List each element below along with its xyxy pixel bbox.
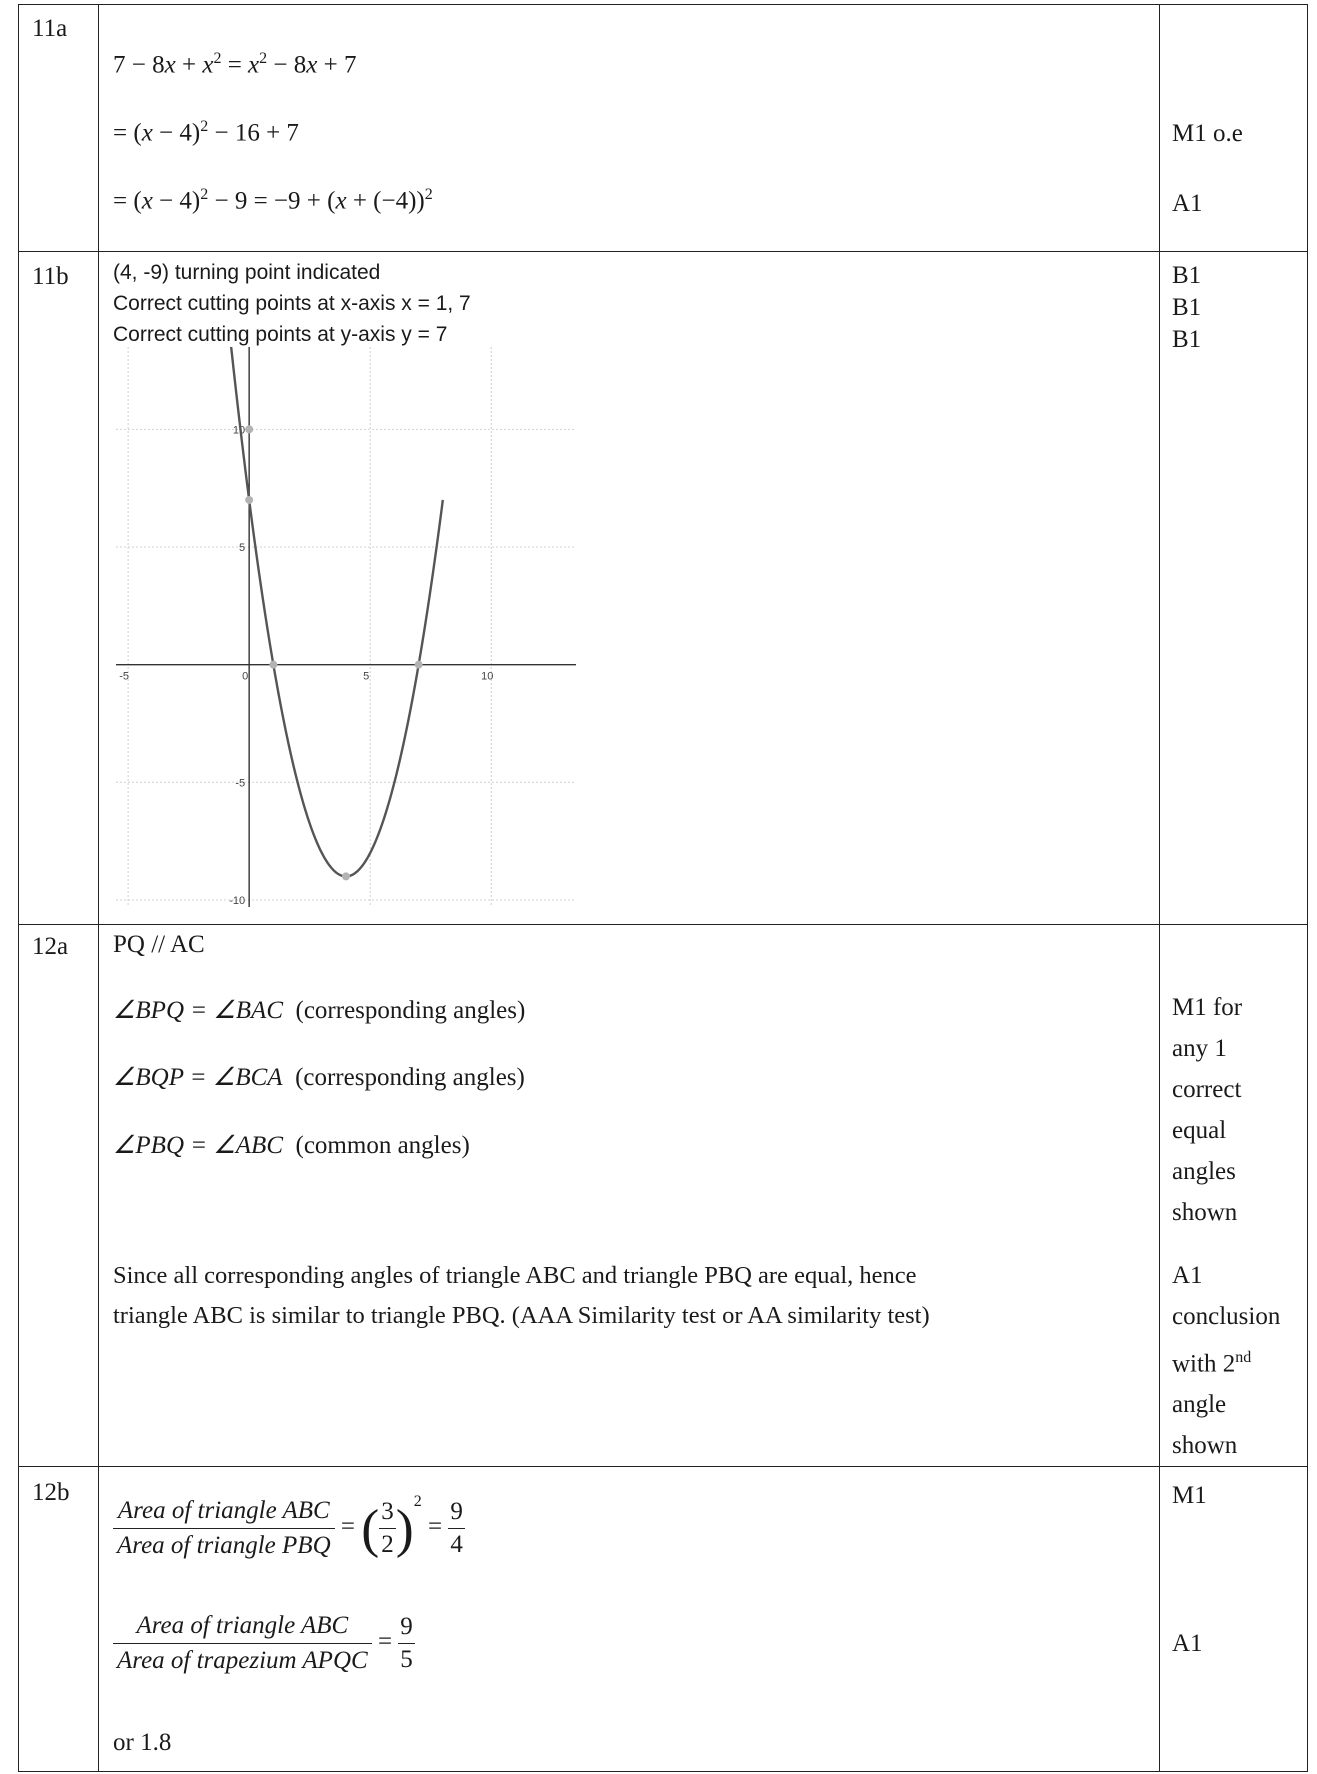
working-line: ∠PBQ = ∠ABC (common angles)	[113, 1130, 470, 1160]
x-tick-label: 10	[481, 671, 493, 683]
angle-reason: (corresponding angles)	[295, 997, 526, 1024]
y-tick-label: -10	[229, 895, 245, 907]
mark-guidance: M1 for any 1 correct equal angles shown	[1172, 994, 1243, 1226]
working-line: ∠BPQ = ∠BAC (corresponding angles)	[113, 995, 525, 1025]
decimal-answer: or 1.8	[113, 1729, 172, 1756]
question-number: 11b	[32, 263, 69, 290]
mark-code: B1	[1172, 294, 1202, 321]
x-tick-label: 0	[242, 671, 248, 683]
graph-axes	[116, 347, 576, 907]
conclusion-line: triangle ABC is similar to triangle PBQ.…	[113, 1302, 930, 1329]
working-line: = (x − 4)2 − 16 + 7	[113, 118, 299, 147]
question-number: 12a	[32, 933, 69, 960]
mark-code: M1	[1172, 1482, 1207, 1509]
working-line: PQ // AC	[113, 931, 205, 958]
column-divider	[98, 5, 99, 1771]
question-number: 12b	[32, 1479, 70, 1506]
area-fraction: Area of triangle ABC Area of triangle PB…	[113, 1497, 335, 1560]
graph-points	[245, 425, 423, 881]
row-divider	[19, 924, 1307, 925]
marking-scheme-table: 11a 7 − 8x + x2 = x2 − 8x + 7 = (x − 4)2…	[18, 4, 1308, 1772]
criterion-line: Correct cutting points at y-axis y = 7	[113, 323, 448, 346]
criterion-line: Correct cutting points at x-axis x = 1, …	[113, 292, 471, 315]
working-line: ∠BQP = ∠BCA (corresponding angles)	[113, 1062, 525, 1092]
mark-code: M1 o.e	[1172, 120, 1243, 147]
angle-equation: ∠PBQ = ∠ABC	[113, 1132, 284, 1159]
angle-equation: ∠BQP = ∠BCA	[113, 1064, 283, 1091]
y-tick-label: 5	[239, 542, 245, 554]
x-tick-label: 5	[363, 671, 369, 683]
parabola-curve	[229, 347, 445, 878]
row-divider	[19, 251, 1307, 252]
y-tick-label: -5	[235, 777, 245, 789]
angle-equation: ∠BPQ = ∠BAC	[113, 997, 284, 1024]
x-tick-label: -5	[119, 671, 129, 683]
mark-code: B1	[1172, 262, 1202, 289]
row-divider	[19, 1466, 1307, 1467]
graph-grid	[116, 347, 576, 907]
column-divider	[1159, 5, 1160, 1771]
graph-point	[414, 660, 423, 669]
conclusion-line: Since all corresponding angles of triang…	[113, 1262, 917, 1289]
area-ratio-equation: Area of triangle ABC Area of trapezium A…	[113, 1612, 415, 1675]
mark-code: B1	[1172, 326, 1202, 353]
working-line: 7 − 8x + x2 = x2 − 8x + 7	[113, 50, 357, 79]
mark-code: A1	[1172, 190, 1203, 217]
angle-reason: (corresponding angles)	[295, 1064, 525, 1091]
mark-guidance: A1 conclusion with 2nd angle shown	[1172, 1262, 1281, 1460]
working-line: = (x − 4)2 − 9 = −9 + (x + (−4))2	[113, 186, 433, 215]
criterion-line: (4, -9) turning point indicated	[113, 261, 381, 284]
graph-point	[245, 495, 254, 504]
graph-point	[269, 660, 278, 669]
area-ratio-equation: Area of triangle ABC Area of triangle PB…	[113, 1493, 465, 1560]
area-fraction: Area of triangle ABC Area of trapezium A…	[113, 1612, 372, 1675]
mark-code: A1	[1172, 1630, 1203, 1657]
graph-point	[245, 425, 254, 434]
angle-reason: (common angles)	[295, 1132, 470, 1159]
question-number: 11a	[32, 15, 68, 42]
graph-point	[342, 872, 350, 881]
